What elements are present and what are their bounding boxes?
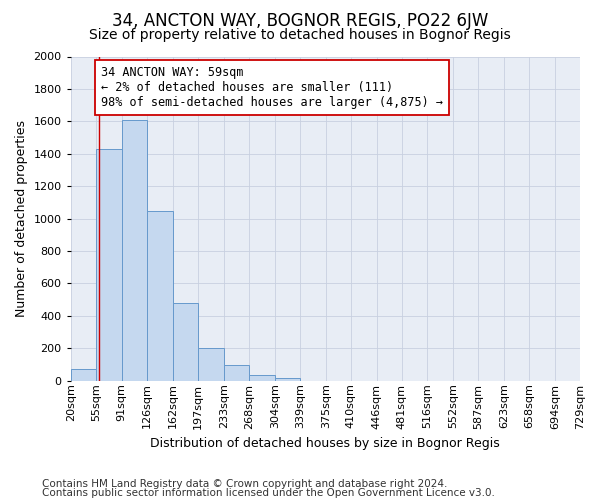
Text: Contains HM Land Registry data © Crown copyright and database right 2024.: Contains HM Land Registry data © Crown c… xyxy=(42,479,448,489)
Bar xyxy=(249,375,275,381)
X-axis label: Distribution of detached houses by size in Bognor Regis: Distribution of detached houses by size … xyxy=(151,437,500,450)
Bar xyxy=(71,368,96,381)
Bar xyxy=(224,364,249,381)
Bar xyxy=(96,149,122,381)
Bar xyxy=(275,378,300,381)
Bar xyxy=(147,210,173,381)
Text: 34, ANCTON WAY, BOGNOR REGIS, PO22 6JW: 34, ANCTON WAY, BOGNOR REGIS, PO22 6JW xyxy=(112,12,488,30)
Text: Contains public sector information licensed under the Open Government Licence v3: Contains public sector information licen… xyxy=(42,488,495,498)
Text: Size of property relative to detached houses in Bognor Regis: Size of property relative to detached ho… xyxy=(89,28,511,42)
Bar xyxy=(173,303,198,381)
Bar xyxy=(198,348,224,381)
Bar xyxy=(122,120,147,381)
Y-axis label: Number of detached properties: Number of detached properties xyxy=(15,120,28,317)
Text: 34 ANCTON WAY: 59sqm
← 2% of detached houses are smaller (111)
98% of semi-detac: 34 ANCTON WAY: 59sqm ← 2% of detached ho… xyxy=(101,66,443,109)
